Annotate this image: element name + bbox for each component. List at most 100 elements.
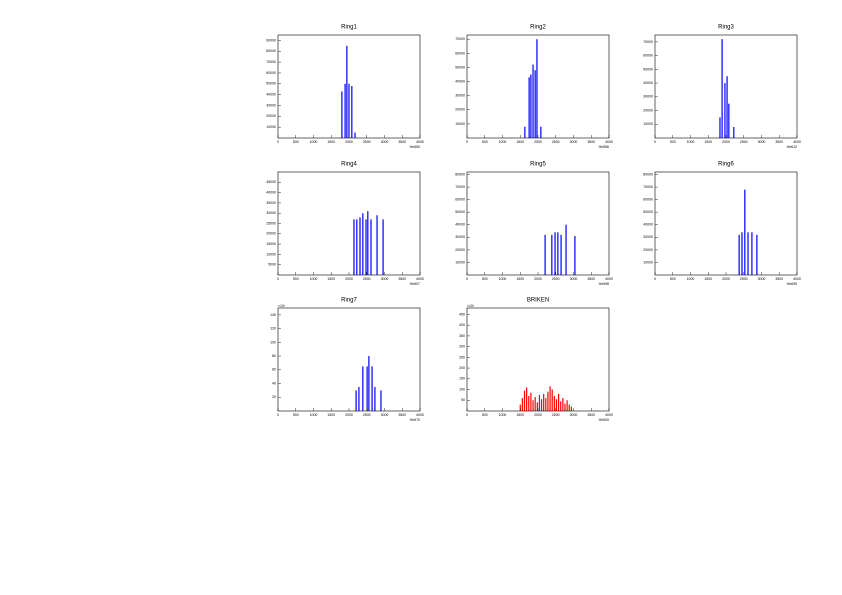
bar bbox=[382, 219, 384, 275]
bar bbox=[523, 390, 526, 411]
chart-title: Ring2 bbox=[530, 25, 546, 31]
x-tick-label: 2000 bbox=[534, 277, 542, 281]
y-tick-label: 40000 bbox=[643, 81, 653, 85]
bar bbox=[530, 74, 532, 138]
chart-title: BRIKEN bbox=[527, 298, 549, 304]
bar bbox=[371, 366, 373, 411]
bar bbox=[348, 83, 350, 138]
y-tick-label: 80000 bbox=[266, 49, 276, 53]
x-tick-label: 1000 bbox=[499, 140, 507, 144]
y-tick-label: 70000 bbox=[643, 40, 653, 44]
bar bbox=[751, 232, 753, 275]
y-tick-label: 70000 bbox=[643, 185, 653, 189]
stat-label: He650 bbox=[410, 145, 420, 149]
x-tick-label: 1500 bbox=[327, 413, 335, 417]
y-tick-label: 100 bbox=[459, 387, 465, 391]
x-tick-label: 2000 bbox=[534, 413, 542, 417]
x-tick-label: 3000 bbox=[570, 277, 578, 281]
x-tick-label: 500 bbox=[670, 277, 676, 281]
x-tick-label: 1000 bbox=[310, 277, 318, 281]
y-tick-label: 200 bbox=[459, 366, 465, 370]
chart-title: Ring4 bbox=[341, 162, 357, 168]
chart-title: Ring6 bbox=[718, 162, 734, 168]
bar bbox=[554, 232, 556, 275]
bar bbox=[570, 406, 572, 411]
x-tick-label: 1500 bbox=[516, 413, 524, 417]
bar bbox=[346, 45, 348, 139]
y-tick-label: 50000 bbox=[455, 210, 465, 214]
y-tick-label: 30000 bbox=[455, 94, 465, 98]
x-tick-label: 0 bbox=[466, 277, 468, 281]
bar bbox=[553, 395, 555, 411]
bar bbox=[359, 217, 361, 275]
x-tick-label: 0 bbox=[277, 413, 279, 417]
x-tick-label: 0 bbox=[466, 140, 468, 144]
bar bbox=[747, 232, 749, 275]
chart-title: Ring7 bbox=[341, 298, 357, 304]
bar bbox=[362, 366, 364, 411]
y-tick-label: 20000 bbox=[643, 248, 653, 252]
y-tick-label: 40000 bbox=[455, 79, 465, 83]
y-tick-label: 20000 bbox=[455, 108, 465, 112]
x-tick-label: 0 bbox=[277, 277, 279, 281]
y-tick-label: 400 bbox=[459, 323, 465, 327]
bar bbox=[540, 126, 542, 138]
x-tick-label: 0 bbox=[466, 413, 468, 417]
x-tick-label: 1000 bbox=[499, 413, 507, 417]
bar bbox=[341, 91, 343, 138]
bar bbox=[565, 224, 567, 275]
bar bbox=[738, 234, 740, 275]
stat-label: He612 bbox=[787, 145, 797, 149]
y-tick-label: 20 bbox=[272, 395, 276, 399]
y-tick-label: 20000 bbox=[643, 108, 653, 112]
bar bbox=[530, 392, 532, 411]
frame bbox=[654, 34, 798, 139]
frame bbox=[466, 34, 610, 139]
y-tick-label: 50000 bbox=[266, 82, 276, 86]
y-tick-label: 5000 bbox=[268, 263, 276, 267]
y-tick-label: 300 bbox=[459, 345, 465, 349]
stat-label: He500 bbox=[599, 418, 609, 422]
y-tick-label: 10000 bbox=[643, 260, 653, 264]
bar bbox=[560, 401, 562, 411]
bar bbox=[362, 213, 364, 275]
bar bbox=[344, 83, 346, 138]
bar bbox=[367, 211, 369, 275]
bar bbox=[521, 398, 523, 411]
frame bbox=[466, 307, 610, 412]
y-tick-label: 30000 bbox=[266, 103, 276, 107]
bar bbox=[560, 234, 562, 275]
x-tick-label: 3000 bbox=[758, 140, 766, 144]
x-tick-label: 2500 bbox=[552, 413, 560, 417]
y-tick-label: 10000 bbox=[455, 122, 465, 126]
bar bbox=[555, 399, 558, 411]
x-tick-label: 0 bbox=[654, 140, 656, 144]
x-tick-label: 500 bbox=[482, 413, 488, 417]
y-tick-label: 50000 bbox=[455, 65, 465, 69]
y-tick-label: 20000 bbox=[455, 248, 465, 252]
y-tick-label: 60000 bbox=[266, 71, 276, 75]
y-tick-label: 140 bbox=[270, 313, 276, 317]
bar bbox=[538, 394, 541, 411]
x-tick-label: 2500 bbox=[363, 140, 371, 144]
x-tick-label: 3500 bbox=[398, 413, 406, 417]
chart-title: Ring1 bbox=[341, 25, 357, 31]
y-tick-label: 30000 bbox=[266, 211, 276, 215]
x-tick-label: 2000 bbox=[722, 277, 730, 281]
bar bbox=[568, 404, 570, 411]
bar bbox=[721, 39, 723, 139]
x-tick-label: 0 bbox=[654, 277, 656, 281]
bar bbox=[356, 219, 358, 275]
x-tick-label: 2000 bbox=[345, 277, 353, 281]
x-tick-label: 3500 bbox=[587, 140, 595, 144]
x-tick-label: 2500 bbox=[552, 277, 560, 281]
chart-title: Ring3 bbox=[718, 25, 734, 31]
bar bbox=[562, 398, 564, 411]
y-tick-label: 40000 bbox=[455, 223, 465, 227]
y-multiplier: ×10³ bbox=[467, 304, 475, 308]
y-tick-label: 50 bbox=[461, 398, 465, 402]
y-tick-label: 60 bbox=[272, 368, 276, 372]
bar bbox=[532, 400, 534, 411]
x-tick-label: 2000 bbox=[345, 140, 353, 144]
x-tick-label: 3000 bbox=[570, 413, 578, 417]
